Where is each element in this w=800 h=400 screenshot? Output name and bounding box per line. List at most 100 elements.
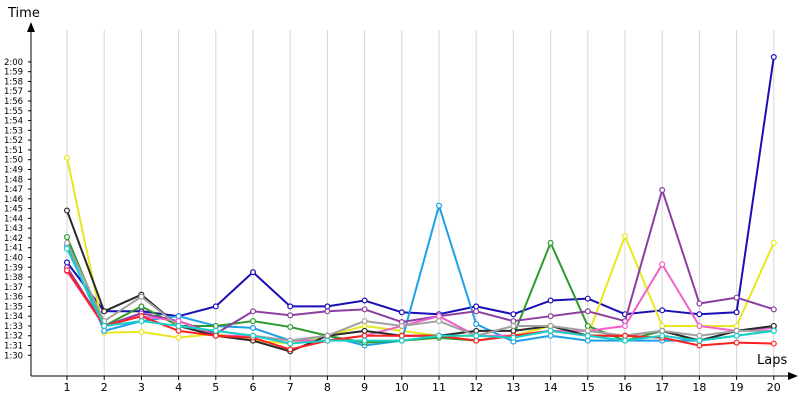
y-tick-label: 1:44: [4, 214, 23, 224]
data-point: [621, 332, 628, 339]
data-point: [101, 308, 108, 315]
data-point: [547, 322, 554, 329]
data-point: [212, 303, 219, 310]
data-point: [324, 303, 331, 310]
data-point: [510, 318, 517, 325]
data-point: [621, 337, 628, 344]
y-tick-label: 1:57: [4, 87, 23, 97]
y-tick-label: 1:40: [4, 254, 23, 264]
data-point: [621, 322, 628, 329]
data-point: [138, 293, 145, 300]
series-line: [66, 263, 774, 342]
data-point: [63, 267, 70, 274]
data-point: [510, 322, 517, 329]
data-point: [250, 269, 257, 276]
data-point: [770, 54, 777, 61]
data-point: [436, 313, 443, 320]
data-point: [138, 313, 145, 320]
data-point: [621, 232, 628, 239]
data-point: [138, 318, 145, 325]
x-tick-label: 5: [212, 381, 219, 394]
data-point: [547, 332, 554, 339]
x-tick-label: 1: [64, 381, 71, 394]
series-layer: [63, 54, 777, 355]
x-tick-label: 4: [175, 381, 182, 394]
data-point: [473, 303, 480, 310]
data-point: [473, 321, 480, 328]
data-point: [361, 332, 368, 339]
data-point: [510, 327, 517, 334]
data-point: [63, 233, 70, 240]
y-tick-label: 2:00: [4, 58, 23, 68]
y-tick-label: 1:53: [4, 126, 23, 136]
data-point: [547, 313, 554, 320]
data-point: [212, 332, 219, 339]
data-point: [287, 340, 294, 347]
x-tick-labels: 1 2 3 4 5 6 7 8 9 10 11 12 13 14 15 16 17 18 19 20: [64, 376, 781, 394]
series-10: [63, 245, 777, 347]
y-tick-label: 1:31: [4, 342, 23, 352]
data-point: [287, 323, 294, 330]
data-point: [473, 308, 480, 315]
data-point: [733, 294, 740, 301]
series-line: [66, 56, 775, 318]
data-point: [212, 327, 219, 334]
data-point: [361, 306, 368, 313]
y-tick-label: 1:48: [4, 175, 23, 185]
data-point: [547, 327, 554, 334]
y-tick-label: 1:30: [4, 351, 23, 361]
data-point: [733, 327, 740, 334]
data-point: [398, 332, 405, 339]
data-point: [138, 303, 145, 310]
data-point: [212, 322, 219, 329]
y-tick-label: 1:41: [4, 244, 23, 254]
data-point: [324, 332, 331, 339]
data-point: [473, 337, 480, 344]
data-point: [361, 337, 368, 344]
series-line: [66, 204, 774, 347]
data-point: [175, 322, 182, 329]
data-point: [138, 328, 145, 335]
data-point: [63, 245, 70, 252]
data-point: [473, 327, 480, 334]
data-point: [287, 303, 294, 310]
axes: [27, 22, 798, 380]
data-point: [584, 295, 591, 302]
series-line: [66, 248, 774, 345]
data-point: [696, 332, 703, 339]
data-point: [63, 154, 70, 161]
data-point: [510, 311, 517, 318]
data-point: [250, 308, 257, 315]
y-tick-label: 1:42: [4, 234, 23, 244]
data-point: [250, 318, 257, 325]
x-tick-label: 14: [544, 381, 558, 394]
data-point: [696, 342, 703, 349]
data-point: [659, 332, 666, 339]
y-axis-arrow: [27, 22, 35, 32]
series-1: [63, 54, 777, 320]
data-point: [101, 327, 108, 334]
data-point: [63, 259, 70, 266]
data-point: [696, 311, 703, 318]
y-tick-label: 1:38: [4, 273, 23, 283]
y-tick-label: 1:52: [4, 136, 23, 146]
data-point: [324, 337, 331, 344]
y-tick-label: 1:49: [4, 165, 23, 175]
y-tick-label: 1:56: [4, 97, 23, 107]
data-point: [436, 332, 443, 339]
data-point: [659, 261, 666, 268]
x-tick-label: 2: [101, 381, 108, 394]
data-point: [696, 337, 703, 344]
data-point: [361, 322, 368, 329]
data-point: [175, 318, 182, 325]
x-tick-label: 20: [767, 381, 781, 394]
y-tick-label: 1:35: [4, 302, 23, 312]
x-tick-label: 11: [432, 381, 446, 394]
x-tick-label: 8: [324, 381, 331, 394]
x-tick-label: 9: [361, 381, 368, 394]
data-point: [175, 334, 182, 341]
x-tick-label: 6: [250, 381, 257, 394]
data-point: [398, 322, 405, 329]
data-point: [473, 332, 480, 339]
